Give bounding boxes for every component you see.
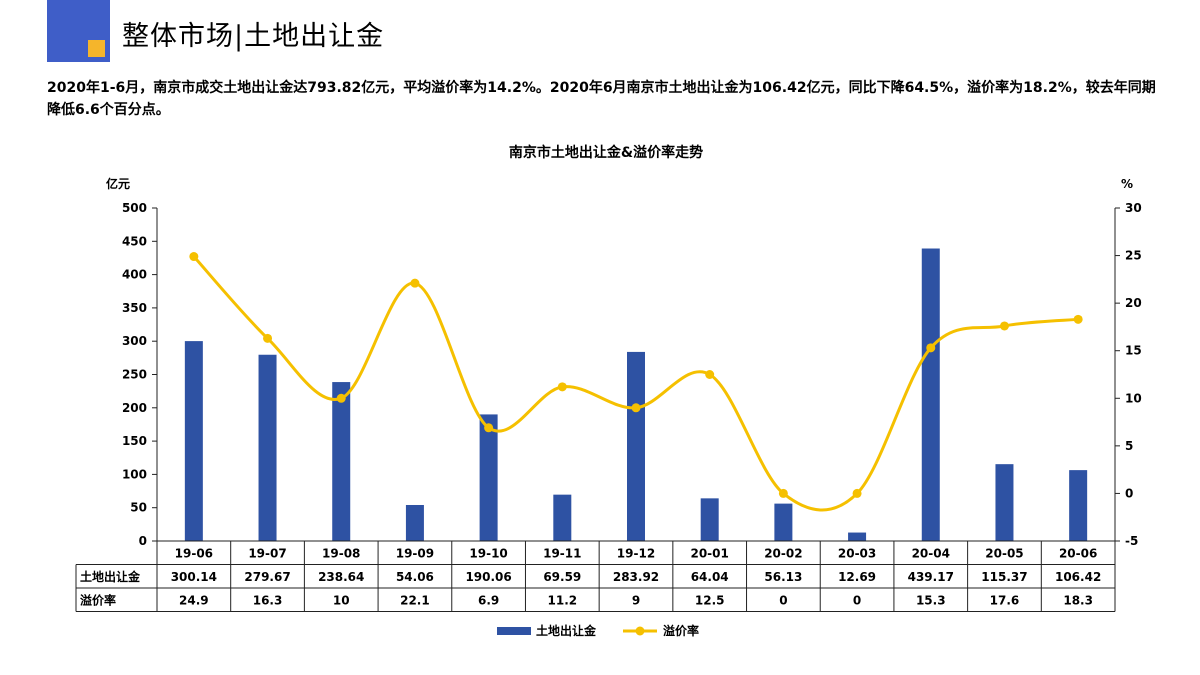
x-category-label: 20-03 [838,547,876,561]
table-cell: 12.69 [838,570,876,584]
y-left-tick-label: 450 [122,234,147,248]
bar-20-02 [774,503,793,541]
x-category-label: 19-12 [617,547,655,561]
x-category-label: 20-02 [764,547,802,561]
premium-point-20-04 [926,343,936,353]
x-category-label: 19-07 [248,547,286,561]
page-title: 整体市场|土地出让金 [122,21,385,52]
bar-20-04 [921,248,940,541]
y-left-tick-label: 500 [122,201,147,215]
y-right-tick-label: 30 [1125,201,1142,215]
summary-text: 2020年1-6月，南京市成交土地出让金达793.82亿元，平均溢价率为14.2… [47,80,1156,118]
bar-19-07 [258,354,277,541]
premium-point-20-02 [778,488,788,498]
y-right-tick-label: 10 [1125,391,1142,405]
y-left-tick-label: 200 [122,401,147,415]
legend-label-line: 溢价率 [663,623,699,638]
y-left-tick-label: 300 [122,334,147,348]
premium-point-19-11 [557,382,567,392]
table-cell: 6.9 [478,594,499,608]
x-category-label: 20-06 [1059,547,1097,561]
table-cell: 300.14 [171,570,217,584]
table-cell: 69.59 [543,570,581,584]
table-cell: 64.04 [691,570,729,584]
table-cell: 0 [853,594,861,608]
table-row-label: 溢价率 [80,593,116,608]
premium-point-19-12 [631,403,641,413]
bar-19-09 [405,504,424,541]
bar-20-01 [700,498,719,541]
y-left-tick-label: 100 [122,467,147,481]
bar-20-03 [848,532,867,541]
table-cell: 22.1 [400,594,430,608]
y-right-tick-label: 25 [1125,249,1142,263]
legend-label-bar: 土地出让金 [536,623,597,638]
bar-20-05 [995,464,1014,541]
legend-swatch-marker [635,626,645,636]
table-cell: 54.06 [396,570,434,584]
y-right-tick-label: 20 [1125,296,1142,310]
y-right-tick-label: 5 [1125,439,1133,453]
premium-point-19-09 [410,278,420,288]
premium-point-19-06 [189,252,199,262]
bar-19-10 [479,414,498,541]
table-cell: 283.92 [613,570,659,584]
x-category-label: 19-10 [469,547,507,561]
premium-point-19-10 [484,423,494,433]
table-cell: 0 [779,594,787,608]
x-category-label: 20-05 [985,547,1023,561]
y-left-tick-label: 150 [122,434,147,448]
table-cell: 12.5 [695,594,725,608]
table-cell: 11.2 [548,594,578,608]
table-cell: 279.67 [244,570,290,584]
y-right-tick-label: 0 [1125,486,1133,500]
bar-19-11 [553,494,572,541]
table-row-label: 土地出让金 [80,569,141,584]
table-cell: 9 [632,594,640,608]
table-cell: 16.3 [253,594,283,608]
x-category-label: 20-04 [912,547,950,561]
table-cell: 24.9 [179,594,209,608]
y-left-unit-label: 亿元 [106,176,130,191]
x-category-label: 19-06 [175,547,213,561]
y-left-tick-label: 50 [130,501,147,515]
premium-point-19-08 [336,393,346,403]
table-cell: 106.42 [1055,570,1101,584]
y-left-tick-label: 0 [139,534,147,548]
table-cell: 15.3 [916,594,946,608]
table-cell: 115.37 [981,570,1027,584]
y-right-unit-label: % [1121,177,1133,191]
y-right-tick-label: -5 [1125,534,1138,548]
legend-swatch-bar [497,627,531,635]
table-cell: 18.3 [1063,594,1093,608]
table-cell: 17.6 [990,594,1020,608]
premium-point-20-06 [1073,314,1083,324]
premium-point-19-07 [263,333,273,343]
bar-19-12 [627,351,645,541]
x-category-label: 19-11 [543,547,581,561]
x-category-label: 19-09 [396,547,434,561]
brand-square-accent [88,40,105,57]
y-left-tick-label: 350 [122,301,147,315]
premium-point-20-01 [705,370,715,379]
premium-point-20-05 [999,321,1009,331]
y-left-tick-label: 250 [122,368,147,382]
y-left-tick-label: 400 [122,268,147,282]
x-category-label: 20-01 [690,547,728,561]
bar-19-06 [184,341,203,541]
chart-title: 南京市土地出让金&溢价率走势 [509,144,703,161]
table-cell: 238.64 [318,570,364,584]
premium-point-20-03 [852,488,862,498]
table-cell: 10 [333,594,350,608]
table-cell: 190.06 [465,570,511,584]
bar-19-08 [332,382,351,541]
x-category-label: 19-08 [322,547,360,561]
y-right-tick-label: 15 [1125,344,1142,358]
table-cell: 439.17 [908,570,954,584]
table-cell: 56.13 [764,570,802,584]
bar-20-06 [1069,470,1088,541]
